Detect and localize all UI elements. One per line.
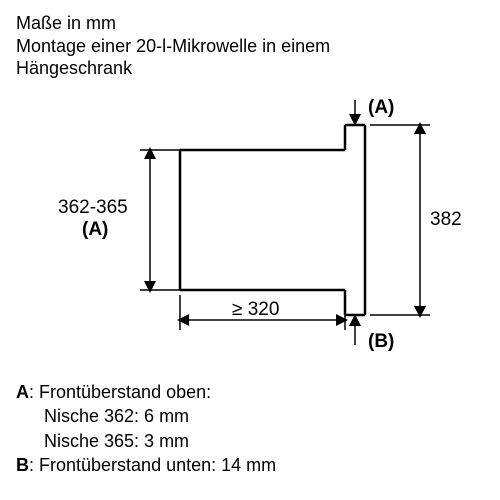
technical-diagram: 362-365 (A) ≥ 320 382 (A) (B) [30,95,470,355]
footer-legend: A: Frontüberstand oben: Nische 362: 6 mm… [16,380,276,477]
legend-a-sub2: Nische 365: 3 mm [16,429,276,453]
dim-left-value: 362-365 [58,197,128,218]
legend-a-line: A: Frontüberstand oben: [16,380,276,404]
dim-left-ref: (A) [82,219,108,240]
dim-bottom: ≥ 320 [232,299,279,320]
header-line2: Montage einer 20-l-Mikrowelle in einem [16,35,330,58]
legend-b-text: : Frontüberstand unten: 14 mm [29,455,276,475]
legend-b-label: B [16,455,29,475]
ref-top: (A) [368,97,394,118]
legend-a-text: : Frontüberstand oben: [29,382,211,402]
dim-right: 382 [430,209,462,230]
legend-a-sub1: Nische 362: 6 mm [16,404,276,428]
ref-bottom: (B) [368,331,394,352]
header-text: Maße in mm Montage einer 20-l-Mikrowelle… [16,12,330,80]
legend-b-line: B: Frontüberstand unten: 14 mm [16,453,276,477]
legend-a-label: A [16,382,29,402]
header-line3: Hängeschrank [16,57,330,80]
header-line1: Maße in mm [16,12,330,35]
